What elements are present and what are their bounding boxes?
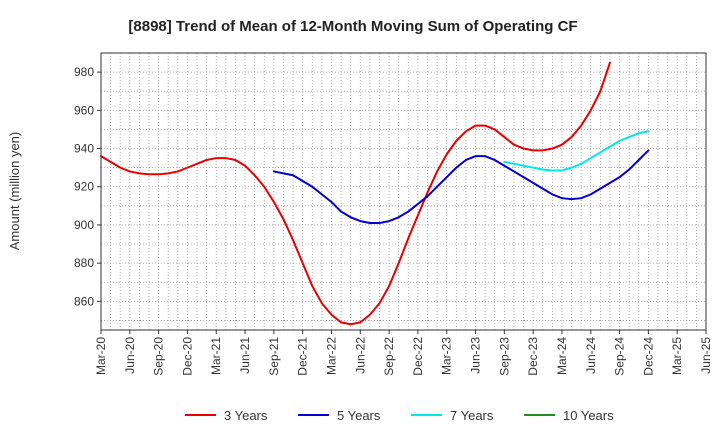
x-tick-label: Jun-22 (353, 337, 367, 374)
grid (101, 52, 706, 330)
legend: 3 Years 5 Years 7 Years 10 Years (185, 408, 614, 423)
legend-label: 7 Years (450, 408, 494, 423)
x-tick-label: Mar-21 (209, 337, 223, 375)
legend-label: 3 Years (224, 408, 268, 423)
x-tick-label: Sep-23 (497, 337, 511, 376)
x-tick-label: Dec-24 (641, 337, 655, 376)
y-tick-label: 860 (74, 294, 94, 308)
x-tick-label: Dec-23 (526, 337, 540, 376)
x-tick-label: Jun-20 (123, 337, 137, 374)
x-axis: Mar-20 Jun-20 Sep-20 Dec-20 Mar-21 Jun-21 Sep-… (94, 330, 713, 376)
y-tick-label: 940 (74, 142, 94, 156)
series-layer (100, 61, 650, 326)
y-tick-label: 960 (74, 103, 94, 117)
y-axis-label: Amount (million yen) (7, 132, 22, 251)
x-tick-label: Sep-24 (613, 337, 627, 376)
legend-label: 5 Years (337, 408, 381, 423)
x-tick-label: Sep-21 (267, 337, 281, 376)
x-tick-label: Dec-21 (296, 337, 310, 376)
x-tick-label: Dec-22 (411, 337, 425, 376)
legend-label: 10 Years (563, 408, 614, 423)
x-tick-label: Mar-24 (555, 337, 569, 375)
x-tick-label: Mar-23 (440, 337, 454, 375)
x-tick-label: Jun-21 (238, 337, 252, 374)
y-axis: 860 880 900 920 940 960 980 (74, 65, 101, 308)
x-tick-label: Sep-20 (152, 337, 166, 376)
y-tick-label: 920 (74, 180, 94, 194)
x-tick-label: Sep-22 (382, 337, 396, 376)
x-tick-label: Mar-25 (670, 337, 684, 375)
x-tick-label: Jun-25 (699, 337, 713, 374)
x-tick-label: Jun-24 (584, 337, 598, 374)
x-tick-label: Mar-22 (324, 337, 338, 375)
y-tick-label: 980 (74, 65, 94, 79)
x-tick-label: Dec-20 (180, 337, 194, 376)
x-tick-label: Mar-20 (94, 337, 108, 375)
plot-area (100, 52, 707, 331)
series-line-7-years (503, 130, 650, 172)
y-tick-label: 880 (74, 256, 94, 270)
x-tick-label: Jun-23 (469, 337, 483, 374)
series-line-3-years (100, 61, 611, 326)
series-line-5-years (272, 149, 650, 225)
y-tick-label: 900 (74, 218, 94, 232)
chart-title: [8898] Trend of Mean of 12-Month Moving … (128, 18, 577, 35)
